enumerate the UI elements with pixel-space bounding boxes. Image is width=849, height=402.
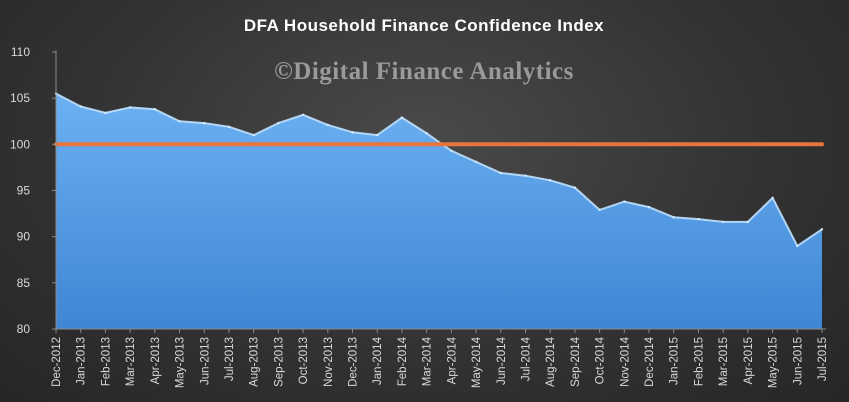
y-tick-label: 105: [10, 91, 30, 105]
x-tick-label: Feb-2015: [693, 337, 705, 386]
data-point: [549, 179, 552, 182]
data-point: [128, 106, 132, 109]
x-tick-label: Jul-2014: [520, 336, 532, 381]
x-tick-label: Nov-2014: [619, 336, 631, 386]
x-tick-label: Feb-2013: [100, 337, 112, 386]
data-point: [203, 121, 206, 125]
x-tick-label: Oct-2013: [298, 337, 310, 384]
area-series-edge: [55, 92, 823, 248]
x-tick-label: May-2013: [175, 337, 187, 388]
x-tick-label: Jun-2015: [792, 337, 804, 385]
y-tick-label: 100: [10, 137, 30, 151]
y-tick-label: 80: [17, 322, 31, 336]
x-tick-label: Jul-2015: [817, 337, 829, 381]
x-tick-label: Jun-2014: [496, 336, 508, 385]
x-tick-label: Jan-2014: [372, 336, 384, 385]
x-tick-label: Sep-2014: [570, 336, 582, 386]
x-tick-label: Nov-2013: [323, 337, 335, 387]
data-point: [474, 160, 478, 164]
x-tick-label: Aug-2014: [545, 336, 557, 386]
data-point: [252, 133, 255, 137]
data-point: [796, 244, 799, 248]
x-tick-label: May-2015: [768, 337, 780, 388]
x-axis: Dec-2012 Jan-2013 Feb-2013 Mar-2013 Apr-2013…: [51, 328, 829, 388]
data-point: [326, 123, 329, 127]
x-tick-label: Apr-2014: [446, 336, 458, 384]
data-point: [351, 131, 354, 134]
data-point: [499, 171, 502, 175]
y-tick-label: 90: [17, 230, 31, 244]
data-point: [647, 205, 651, 209]
y-axis: 80 85 90 95 100 105 110: [10, 45, 57, 336]
data-point: [425, 132, 428, 135]
data-point: [450, 149, 453, 152]
data-point: [376, 133, 379, 137]
data-point: [79, 105, 82, 108]
x-tick-label: Feb-2014: [397, 336, 409, 386]
chart-title: DFA Household Finance Confidence Index: [244, 16, 604, 35]
x-tick-label: Dec-2014: [644, 336, 656, 386]
x-tick-label: Apr-2015: [743, 337, 755, 384]
data-point: [672, 216, 675, 219]
data-point: [277, 121, 280, 125]
y-tick-label: 95: [17, 184, 31, 198]
data-point: [153, 108, 156, 111]
x-tick-label: Dec-2012: [51, 337, 63, 387]
x-tick-label: Jan-2013: [76, 337, 88, 385]
x-tick-label: Mar-2014: [422, 336, 434, 386]
data-point: [573, 186, 577, 189]
x-tick-label: Oct-2014: [595, 336, 607, 384]
data-point: [104, 111, 107, 115]
data-point: [623, 200, 626, 203]
data-point: [820, 228, 824, 231]
x-tick-label: Jul-2013: [224, 337, 236, 381]
data-point: [178, 120, 181, 123]
watermark: ©Digital Finance Analytics: [274, 58, 574, 85]
y-tick-label: 110: [11, 45, 30, 59]
x-tick-label: Mar-2015: [718, 337, 730, 386]
data-point: [771, 196, 774, 200]
x-tick-label: Dec-2013: [348, 337, 360, 387]
y-tick-label: 85: [17, 276, 31, 290]
data-point: [697, 217, 700, 221]
data-point: [722, 220, 725, 224]
x-tick-label: Mar-2013: [125, 337, 137, 386]
data-point: [746, 220, 750, 224]
data-point: [227, 125, 231, 128]
data-point: [301, 113, 305, 117]
area-series-fill: [56, 93, 822, 329]
x-tick-label: May-2014: [471, 336, 483, 388]
x-tick-label: Apr-2013: [150, 337, 162, 384]
x-tick-label: Sep-2013: [273, 337, 285, 387]
x-tick-label: Aug-2013: [249, 337, 261, 387]
data-point: [400, 116, 404, 119]
x-tick-label: Jan-2015: [669, 337, 681, 385]
data-point: [524, 174, 527, 177]
data-point: [598, 208, 601, 212]
x-tick-label: Jun-2013: [199, 337, 211, 385]
